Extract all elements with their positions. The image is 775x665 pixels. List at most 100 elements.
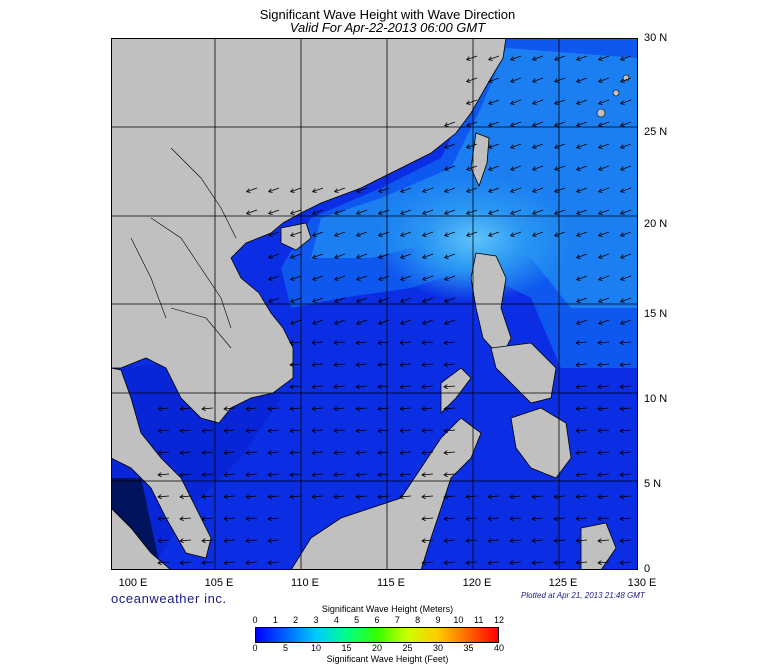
wave-direction-arrow [619,450,632,456]
wave-direction-arrow [333,275,346,281]
wave-direction-arrow [355,362,368,368]
wave-direction-arrow [443,340,456,346]
wave-direction-arrow [487,560,500,566]
wave-direction-arrow [531,560,544,566]
wave-direction-arrow [531,99,544,105]
wave-direction-arrow [575,428,588,434]
island [612,89,620,97]
wave-direction-arrow [487,187,500,193]
wave-direction-arrow [377,406,390,412]
wave-direction-arrow [619,209,632,215]
wave-direction-arrow [333,362,346,368]
wave-direction-arrow [333,319,346,325]
wave-direction-arrow [201,406,214,412]
wave-direction-arrow [619,384,632,390]
wave-direction-arrow [289,275,302,281]
wave-direction-arrow [465,516,478,522]
wave-direction-arrow [399,384,412,390]
wave-direction-arrow [443,209,456,215]
wave-direction-arrow [267,560,280,566]
wave-direction-arrow [377,472,390,478]
colorbar-feet-tick: 20 [371,643,382,653]
wave-direction-arrow [421,560,434,566]
colorbar-meters-tick: 10 [453,615,464,625]
wave-direction-arrow [575,165,588,171]
wave-direction-arrow [575,516,588,522]
colorbar-feet-tick: 10 [310,643,321,653]
wave-direction-arrow [201,428,214,434]
wave-direction-arrow [267,209,280,215]
wave-direction-arrow [245,516,258,522]
wave-direction-arrow [399,450,412,456]
wave-direction-arrow [377,231,390,237]
wave-direction-arrow [597,450,610,456]
wave-direction-arrow [443,560,456,566]
wave-direction-arrow [597,384,610,390]
wave-direction-arrow [597,319,610,325]
wave-direction-arrow [597,275,610,281]
wave-direction-arrow [553,187,566,193]
sea-low [111,358,281,570]
colorbar-meters-tick: 11 [473,615,484,625]
wave-direction-arrow [421,253,434,259]
wave-direction-arrow [619,538,632,544]
wave-direction-arrow [245,494,258,500]
wave-direction-arrow [333,406,346,412]
wave-direction-arrow [267,494,280,500]
wave-direction-arrow [619,55,632,61]
wave-direction-arrow [443,143,456,149]
wave-direction-arrow [355,187,368,193]
wave-direction-arrow [311,231,324,237]
wave-direction-arrow [245,428,258,434]
wave-direction-arrow [355,428,368,434]
wave-direction-arrow [377,362,390,368]
wave-direction-arrow [597,494,610,500]
wave-direction-arrow [487,121,500,127]
lon-label-105e: 105 E [204,577,234,589]
wave-direction-arrow [201,494,214,500]
wave-direction-arrow [443,165,456,171]
wave-direction-arrow [245,406,258,412]
wave-direction-arrow [399,362,412,368]
wave-direction-arrow [619,297,632,303]
wave-direction-arrow [289,297,302,303]
wave-direction-arrow [597,253,610,259]
wave-direction-arrow [443,450,456,456]
wave-direction-arrow [575,297,588,303]
wave-direction-arrow [355,253,368,259]
wave-direction-arrow [355,231,368,237]
wave-direction-arrow [597,428,610,434]
wave-direction-arrow [443,187,456,193]
land-east-islands [580,522,617,570]
wave-direction-arrow [157,406,170,412]
colorbar-meters-tick: 1 [272,615,278,625]
wave-direction-arrow [465,209,478,215]
wave-direction-arrow [531,538,544,544]
wave-direction-arrow [157,472,170,478]
wave-direction-arrow [443,472,456,478]
wave-direction-arrow [619,560,632,566]
wave-direction-arrow [399,231,412,237]
wave-direction-arrow [487,231,500,237]
wave-direction-arrow [487,538,500,544]
wave-direction-arrow [443,494,456,500]
map-subtitle: Valid For Apr-22-2013 06:00 GMT [289,20,486,35]
wave-direction-arrow [157,494,170,500]
wave-direction-arrow [421,297,434,303]
wave-direction-arrow [311,450,324,456]
lon-label-100e: 100 E [118,577,148,589]
wave-direction-arrow [597,538,610,544]
wave-direction-arrow [289,406,302,412]
wave-direction-arrow [399,209,412,215]
wave-direction-arrow [619,362,632,368]
wave-direction-arrow [443,231,456,237]
colorbar-feet-tick: 0 [252,643,258,653]
wave-direction-arrow [201,450,214,456]
wave-direction-arrow [399,275,412,281]
wave-direction-arrow [333,494,346,500]
wave-direction-arrow [399,494,412,500]
wave-direction-arrow [465,55,478,61]
wave-direction-arrow [619,472,632,478]
wave-direction-arrow [465,165,478,171]
wave-direction-arrow [575,384,588,390]
